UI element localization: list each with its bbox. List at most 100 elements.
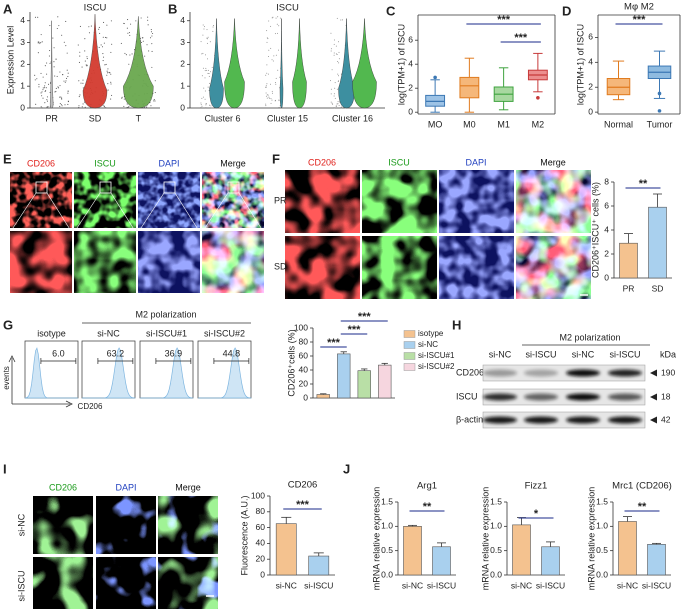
row-label: si-ISCU	[16, 571, 26, 602]
jitter-point	[59, 105, 61, 107]
jitter-point	[340, 107, 342, 109]
micrograph-signal	[74, 172, 136, 228]
jitter-point	[201, 97, 203, 99]
jitter-point	[206, 29, 208, 31]
micrograph-signal	[439, 170, 514, 233]
jitter-point	[47, 105, 49, 108]
zoom-line	[202, 192, 229, 232]
zoom-box	[35, 181, 48, 194]
jitter-point	[44, 82, 46, 84]
y-tick-label: 6	[588, 32, 593, 42]
micrograph-signal	[138, 231, 200, 293]
micrograph-signal	[96, 496, 156, 554]
jitter-point	[55, 90, 57, 92]
jitter-point	[206, 38, 208, 40]
blot-band	[524, 393, 558, 401]
x-tick-label: M1	[497, 119, 510, 129]
jitter-point	[63, 80, 65, 82]
bar	[275, 523, 297, 576]
jitter-point	[60, 104, 62, 106]
x-tick-label: si-ISCU	[642, 580, 671, 590]
y-tick-label: 6	[408, 34, 413, 44]
significance-label: ***	[348, 324, 362, 336]
y-tick-label: 4	[180, 15, 185, 25]
panel-label: I	[3, 461, 7, 476]
jitter-point	[212, 30, 214, 32]
jitter-point	[277, 16, 279, 18]
jitter-point	[107, 72, 109, 74]
jitter-point	[57, 87, 60, 89]
jitter-point	[67, 72, 69, 74]
jitter-point	[274, 100, 276, 102]
blot-band	[524, 369, 558, 377]
y-tick-label: 0	[303, 392, 308, 402]
y-tick-label: 0.5	[596, 545, 608, 555]
jitter-point	[110, 20, 112, 22]
jitter-point	[59, 85, 61, 87]
jitter-point	[42, 107, 44, 109]
y-tick-label: 1	[180, 80, 185, 90]
jitter-point	[205, 103, 207, 105]
row-label: SD	[274, 261, 287, 271]
x-tick-label: si-ISCU	[304, 580, 333, 590]
y-tick-label: 1.5	[381, 496, 393, 506]
jitter-point	[104, 36, 107, 39]
jitter-point	[265, 85, 267, 87]
jitter-point	[270, 25, 272, 27]
jitter-point	[102, 60, 104, 62]
jitter-point	[338, 62, 340, 64]
violin	[279, 18, 284, 109]
outlier	[433, 75, 437, 80]
jitter-point	[61, 105, 63, 107]
jitter-point	[151, 66, 153, 68]
jitter-point	[275, 77, 277, 79]
y-tick-label: 0.0	[596, 569, 608, 579]
legend-label: si-ISCU#2	[418, 362, 455, 371]
y-tick-label: 2	[588, 81, 593, 91]
jitter-point	[341, 19, 343, 21]
blot-band	[566, 393, 600, 401]
x-tick-label: SD	[652, 283, 664, 293]
jitter-point	[34, 79, 36, 81]
jitter-point	[98, 26, 100, 29]
jitter-point	[135, 20, 137, 22]
jitter-point	[206, 58, 208, 60]
jitter-point	[65, 20, 67, 23]
box	[606, 78, 631, 96]
jitter-point	[128, 63, 130, 65]
x-tick-label: si-ISCU	[427, 580, 456, 590]
jitter-point	[128, 106, 130, 108]
jitter-point	[267, 94, 269, 96]
jitter-point	[77, 107, 79, 109]
significance-label: **	[639, 178, 648, 190]
jitter-point	[212, 107, 214, 109]
jitter-point	[45, 90, 47, 92]
jitter-point	[202, 96, 204, 98]
jitter-point	[205, 107, 207, 109]
jitter-point	[55, 87, 57, 90]
x-tick-label: si-NC	[617, 580, 638, 590]
x-tick-label: M2	[532, 119, 545, 129]
jitter-point	[59, 71, 61, 73]
x-tick-label: M0	[463, 119, 476, 129]
jitter-point	[140, 41, 143, 44]
jitter-point	[42, 89, 44, 91]
y-tick-label: 4	[20, 15, 25, 25]
jitter-point	[276, 23, 278, 25]
jitter-point	[126, 103, 128, 105]
jitter-point	[41, 95, 43, 97]
jitter-point	[88, 32, 90, 34]
kda-arrow	[650, 369, 657, 377]
flow-histogram	[140, 347, 194, 399]
kda-label: 42	[661, 414, 671, 424]
jitter-point	[150, 28, 152, 31]
jitter-point	[102, 36, 104, 38]
y-axis-label: mRNA relative expression	[371, 487, 381, 591]
jitter-point	[200, 102, 202, 104]
jitter-point	[151, 35, 153, 37]
y-axis-label: log(TPM+1) of ISCU	[396, 24, 406, 105]
x-tick-label: T	[136, 113, 142, 123]
flow-y-label: events	[2, 366, 11, 390]
jitter-point	[330, 88, 332, 90]
jitter-point	[99, 32, 101, 34]
